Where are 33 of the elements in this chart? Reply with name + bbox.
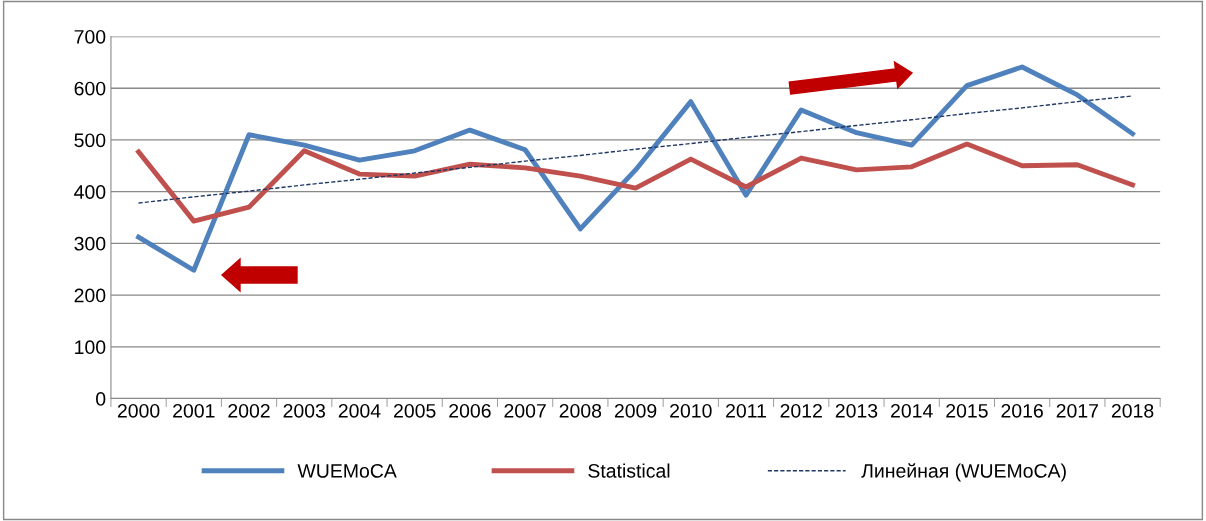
line-series — [137, 95, 1134, 204]
x-tick-label: 2015 — [946, 403, 988, 418]
x-tick-label: 2003 — [283, 403, 325, 418]
x-tick-label: 2016 — [1001, 403, 1043, 418]
x-tick-label: 2004 — [338, 403, 381, 418]
x-tick-label: 2018 — [1111, 403, 1154, 418]
x-tick-label: 2014 — [891, 403, 933, 418]
x-tick-label: 2008 — [559, 403, 602, 418]
x-tick-label: 2006 — [449, 403, 491, 418]
x-tick-label: 2013 — [835, 403, 878, 418]
x-tick-label: 2002 — [228, 403, 270, 418]
y-tick-label: 100 — [75, 340, 106, 355]
legend-label: WUEMoCA — [297, 463, 397, 478]
x-tick-label: 2007 — [504, 403, 546, 418]
y-tick-label: 500 — [74, 133, 106, 148]
legend-label: Statistical — [588, 463, 670, 478]
x-tick-label: 2012 — [780, 403, 822, 418]
y-tick-label: 300 — [74, 236, 106, 251]
line-series — [136, 64, 1135, 273]
x-tick-label: 2011 — [726, 403, 766, 418]
x-tick-label: 2009 — [614, 403, 657, 418]
x-tick-label: 2000 — [117, 403, 160, 418]
x-tick-label: 2005 — [394, 403, 436, 418]
y-tick-label: 200 — [74, 288, 106, 303]
x-tick-label: 2017 — [1056, 403, 1098, 418]
y-tick-label: 700 — [74, 29, 106, 44]
y-tick-label: 0 — [96, 392, 106, 406]
line-series — [136, 141, 1135, 224]
x-tick-label: 2010 — [670, 403, 712, 418]
y-tick-label: 400 — [74, 185, 106, 199]
x-tick-label: 2001 — [173, 403, 215, 418]
legend-label: Линейная (WUEMoCA) — [861, 463, 1066, 482]
y-tick-label: 600 — [74, 81, 106, 96]
